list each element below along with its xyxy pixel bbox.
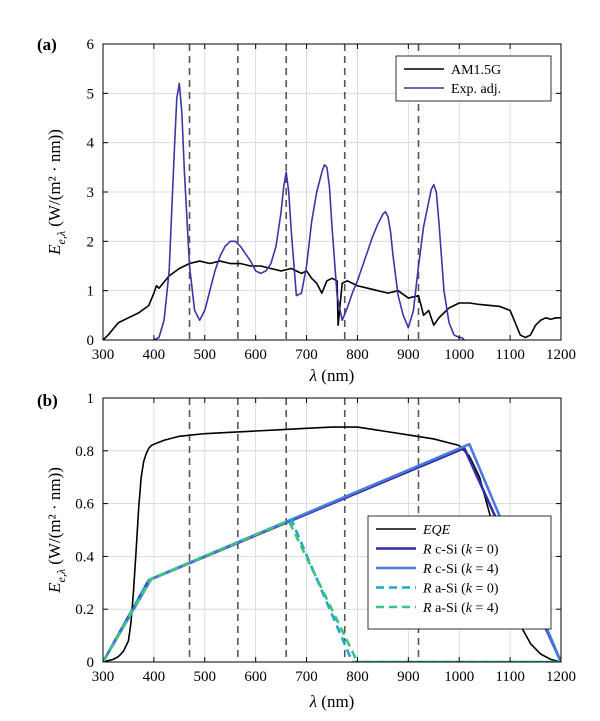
panel-label: (a) (37, 35, 57, 54)
legend-entry: Exp. adj. (451, 82, 501, 97)
series-group (103, 82, 561, 340)
x-tick-label: 900 (397, 347, 420, 363)
y-axis-label: Ee,λ (W/(m² · nm)) (45, 129, 68, 256)
y-tick-label: 6 (87, 37, 95, 53)
legend-entry: R a-Si (k = 0) (422, 582, 499, 597)
chart-panel-b: 300 400 500 600 700 800 900 1000 1100 1200 0 0.2 0.4… (37, 391, 576, 711)
x-tick-label: 900 (397, 669, 420, 685)
x-tick-label: 300 (92, 669, 115, 685)
x-tick-label: 500 (194, 347, 217, 363)
y-tick-label: 0.6 (75, 497, 94, 513)
y-tick-label: 0 (87, 655, 95, 671)
x-tick-label: 600 (244, 669, 267, 685)
x-tick-label: 1100 (495, 669, 524, 685)
x-tick-label: 700 (295, 347, 318, 363)
y-tick-label: 4 (87, 136, 95, 152)
y-tick-label: 3 (87, 185, 95, 201)
x-tick-label: 400 (143, 347, 166, 363)
x-axis-label: λ (nm) (309, 366, 355, 385)
y-tick-label: 0.2 (75, 602, 94, 618)
x-tick-label: 1200 (546, 347, 576, 363)
y-tick-label: 2 (87, 234, 95, 250)
x-tick-label: 600 (244, 347, 267, 363)
series-line-am1-5g (103, 260, 561, 340)
y-axis-label: Ee,λ (W/(m² · nm)) (45, 467, 68, 594)
chart-panel-a: 300 400 500 600 700 800 900 1000 1100 1200 0 1 2 3 4 5 6… (37, 35, 576, 385)
y-tick-label: 0.4 (75, 549, 94, 565)
legend-box (395, 55, 552, 102)
x-tick-label: 500 (194, 669, 217, 685)
y-tick-label: 0.8 (75, 444, 94, 460)
legend: AM1.5G Exp. adj. (395, 55, 552, 102)
x-axis-label: λ (nm) (309, 692, 355, 711)
y-tick-label: 1 (87, 284, 95, 300)
legend-box (367, 515, 552, 630)
legend-entry: R c-Si (k = 4) (422, 562, 499, 577)
x-tick-label: 1100 (495, 347, 524, 363)
x-tick-label: 1200 (546, 669, 576, 685)
x-tick-label: 1000 (444, 669, 474, 685)
series-line-r-a-si-k-0- (103, 518, 561, 662)
x-tick-label: 400 (143, 669, 166, 685)
legend-entry: EQE (422, 523, 451, 538)
panel-label: (b) (37, 391, 58, 410)
x-tick-label: 800 (346, 347, 369, 363)
x-tick-label: 700 (295, 669, 318, 685)
axes-frame (102, 397, 562, 663)
x-tick-label: 1000 (444, 347, 474, 363)
y-tick-label: 0 (87, 333, 95, 349)
legend-entry: R c-Si (k = 0) (422, 543, 499, 558)
legend-entry: R a-Si (k = 4) (422, 601, 499, 616)
y-tick-label: 1 (87, 391, 95, 407)
x-tick-label: 300 (92, 347, 115, 363)
legend: EQE R c-Si (k = 0) R c-Si (k = 4) R a-Si (k… (367, 515, 552, 630)
x-tick-label: 800 (346, 669, 369, 685)
series-line-exp-adj- (153, 82, 465, 340)
y-tick-label: 5 (87, 86, 95, 102)
legend-entry: AM1.5G (451, 63, 501, 78)
